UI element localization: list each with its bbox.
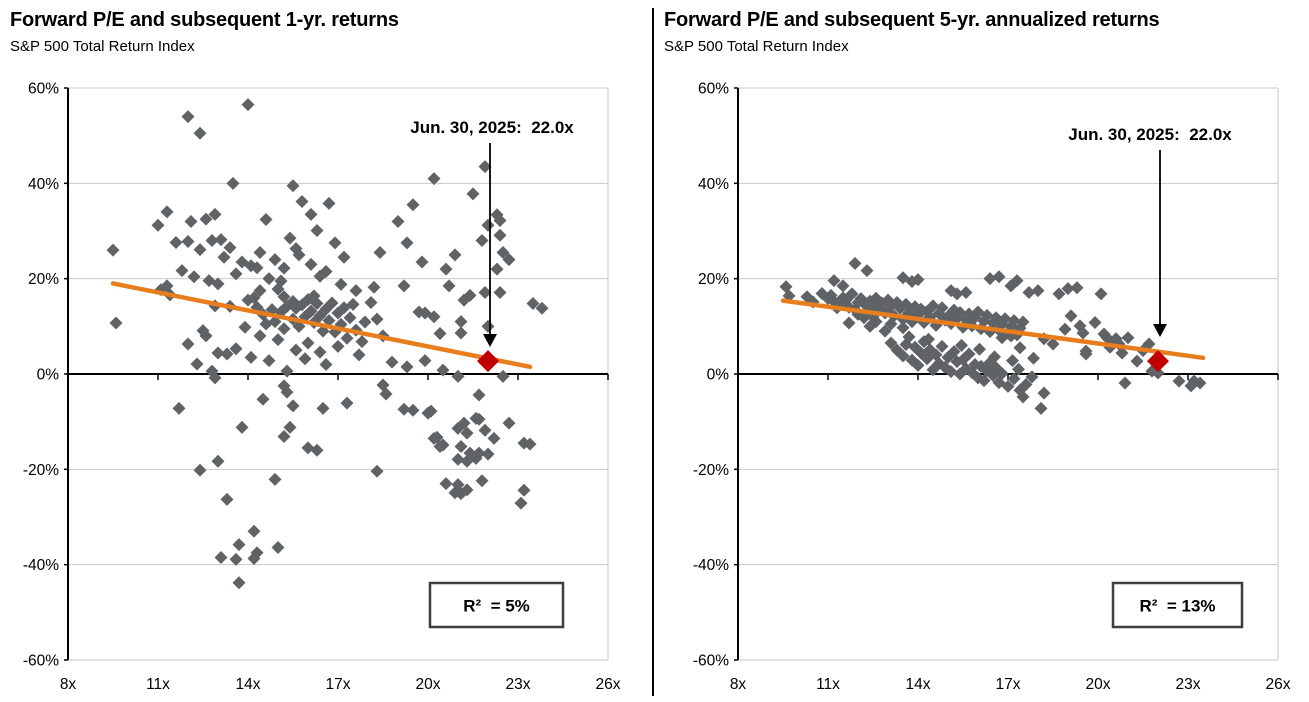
- svg-text:20x: 20x: [1086, 676, 1111, 693]
- svg-text:8x: 8x: [730, 676, 747, 693]
- chart-panel-1yr: Forward P/E and subsequent 1-yr. returns…: [0, 0, 654, 702]
- svg-text:60%: 60%: [28, 81, 59, 98]
- annotation-arrowhead: [1153, 324, 1167, 337]
- svg-text:23x: 23x: [506, 676, 531, 693]
- annotation: Jun. 30, 2025: 22.0x: [1068, 125, 1232, 337]
- svg-text:20%: 20%: [28, 271, 59, 288]
- chart-title-1yr: Forward P/E and subsequent 1-yr. returns: [10, 9, 399, 31]
- svg-text:23x: 23x: [1176, 676, 1201, 693]
- highlight-point: [1147, 350, 1169, 373]
- trend-line: [110, 281, 533, 370]
- scatter-points: [779, 256, 1207, 415]
- svg-text:26x: 26x: [596, 676, 621, 693]
- annotation-label: Jun. 30, 2025: 22.0x: [410, 118, 574, 137]
- annotation-arrowhead: [483, 334, 497, 347]
- axes: [64, 87, 609, 661]
- scatter-points: [106, 98, 549, 590]
- x-tick-labels: 8x 11x 14x 17x 20x 23x 26x: [60, 676, 621, 693]
- svg-text:-60%: -60%: [693, 653, 729, 670]
- chart-subtitle-1yr: S&P 500 Total Return Index: [10, 38, 195, 55]
- svg-text:17x: 17x: [326, 676, 351, 693]
- svg-text:14x: 14x: [906, 676, 931, 693]
- svg-text:40%: 40%: [28, 176, 59, 193]
- annotation-label: Jun. 30, 2025: 22.0x: [1068, 125, 1232, 144]
- svg-text:-20%: -20%: [693, 462, 729, 479]
- svg-text:60%: 60%: [698, 81, 729, 98]
- svg-text:-40%: -40%: [693, 557, 729, 574]
- svg-text:20%: 20%: [698, 271, 729, 288]
- gridlines: [738, 87, 1279, 661]
- svg-text:-60%: -60%: [23, 653, 59, 670]
- r-squared-label: R² = 5%: [463, 597, 530, 616]
- chart-subtitle-5yr: S&P 500 Total Return Index: [664, 38, 849, 55]
- y-tick-labels: 60% 40% 20% 0% -20% -40% -60%: [693, 81, 729, 670]
- svg-text:0%: 0%: [707, 367, 730, 384]
- svg-text:20x: 20x: [416, 676, 441, 693]
- scatter-chart-1yr: 60% 40% 20% 0% -20% -40% -60%8x 11x 14x 17x 20x 23x…: [23, 81, 621, 694]
- trend-line: [780, 298, 1206, 361]
- svg-text:14x: 14x: [236, 676, 261, 693]
- r-squared-box: R² = 13%: [1111, 581, 1244, 629]
- x-tick-labels: 8x 11x 14x 17x 20x 23x 26x: [730, 676, 1291, 693]
- highlight-point: [477, 350, 499, 373]
- svg-text:-20%: -20%: [23, 462, 59, 479]
- svg-text:0%: 0%: [37, 367, 60, 384]
- svg-text:11x: 11x: [816, 676, 840, 693]
- chart-title-5yr: Forward P/E and subsequent 5-yr. annuali…: [664, 9, 1160, 31]
- svg-text:11x: 11x: [146, 676, 170, 693]
- r-squared-box: R² = 5%: [428, 581, 565, 629]
- chart-panel-5yr: Forward P/E and subsequent 5-yr. annuali…: [654, 0, 1309, 702]
- y-tick-labels: 60% 40% 20% 0% -20% -40% -60%: [23, 81, 59, 670]
- svg-text:17x: 17x: [996, 676, 1021, 693]
- svg-text:26x: 26x: [1266, 676, 1291, 693]
- svg-text:40%: 40%: [698, 176, 729, 193]
- svg-text:8x: 8x: [60, 676, 77, 693]
- scatter-chart-5yr: 60% 40% 20% 0% -20% -40% -60%8x 11x 14x 17x 20x 23x…: [693, 81, 1291, 694]
- panel-divider: [652, 8, 654, 696]
- annotation: Jun. 30, 2025: 22.0x: [410, 118, 574, 347]
- r-squared-label: R² = 13%: [1139, 597, 1215, 616]
- svg-text:-40%: -40%: [23, 557, 59, 574]
